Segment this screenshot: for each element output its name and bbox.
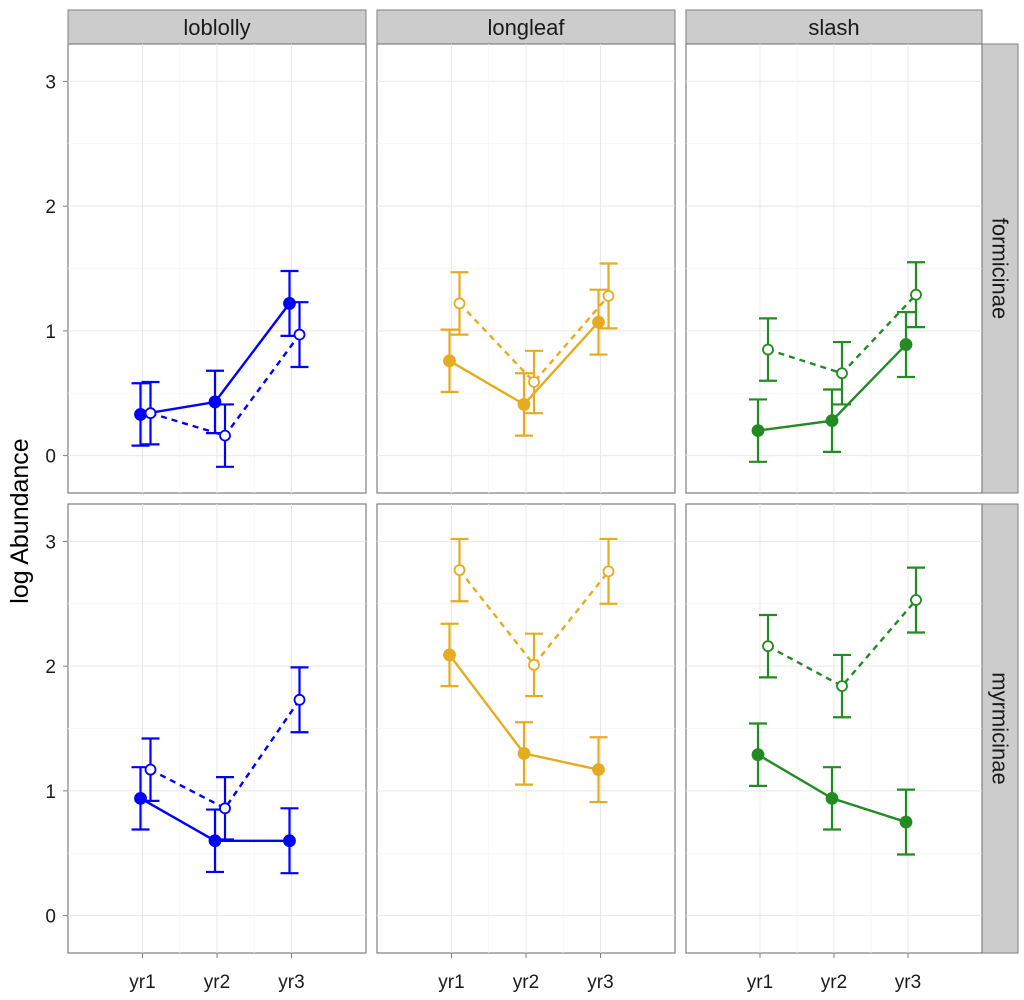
- data-point-filled: [208, 834, 222, 848]
- data-point-filled: [825, 414, 839, 428]
- x-tick-label: yr3: [895, 972, 921, 993]
- data-point-filled: [899, 338, 913, 351]
- data-point-open: [144, 407, 157, 420]
- x-tick-label: yr2: [513, 972, 539, 993]
- plot-layer: loblolly longleaf slash formicinae myrmicina…: [45, 9, 1019, 993]
- data-point-open: [528, 658, 540, 671]
- data-point-filled: [283, 297, 296, 310]
- data-point-filled: [592, 763, 605, 777]
- data-point-open: [602, 290, 615, 302]
- data-point-filled: [443, 648, 456, 662]
- series-line-loblolly-myrmicinae-open: [149, 699, 301, 810]
- data-point-open: [453, 564, 466, 577]
- data-point-open: [910, 288, 922, 301]
- data-point-open: [762, 343, 774, 356]
- data-point-open: [836, 367, 848, 380]
- y-tick-label: 3: [45, 532, 56, 553]
- strip-myrmicinae: [981, 503, 1019, 954]
- data-point-open: [762, 640, 774, 653]
- y-tick-label: 0: [45, 907, 56, 928]
- data-point-open: [219, 802, 231, 815]
- data-point-filled: [134, 791, 147, 805]
- data-point-open: [293, 328, 306, 341]
- y-tick-label: 0: [45, 447, 56, 468]
- x-tick-label: yr2: [204, 972, 230, 993]
- data-point-filled: [825, 791, 839, 805]
- x-tick-label: yr3: [278, 972, 304, 993]
- x-tick-label: yr1: [747, 972, 773, 993]
- x-tick-label: yr3: [587, 972, 613, 993]
- strip-longleaf: [376, 9, 676, 45]
- data-point-open: [602, 565, 615, 578]
- strip-formicinae: [981, 43, 1019, 494]
- data-point-open: [836, 680, 848, 692]
- strip-label-myrmicinae: myrmicinae: [988, 672, 1013, 784]
- strip-label-formicinae: formicinae: [988, 218, 1013, 319]
- data-point-filled: [134, 408, 147, 421]
- strip-loblolly: [67, 9, 367, 45]
- data-point-filled: [283, 834, 296, 848]
- strip-label-slash: slash: [808, 15, 859, 40]
- x-tick-label: yr1: [438, 972, 464, 993]
- data-point-filled: [443, 354, 456, 368]
- data-point-filled: [751, 424, 765, 438]
- data-point-open: [453, 297, 466, 310]
- y-tick-label: 1: [45, 782, 56, 803]
- strip-label-longleaf: longleaf: [487, 15, 565, 40]
- data-point-open: [528, 376, 540, 388]
- data-point-filled: [517, 747, 531, 760]
- y-tick-label: 2: [45, 197, 56, 218]
- strip-slash: [685, 9, 983, 45]
- data-point-filled: [517, 398, 531, 411]
- y-tick-label: 1: [45, 322, 56, 343]
- y-tick-label: 3: [45, 72, 56, 93]
- series-line-slash-myrmicinae-open: [767, 599, 917, 688]
- data-point-open: [144, 763, 157, 776]
- x-tick-label: yr1: [129, 972, 155, 993]
- data-point-filled: [208, 395, 222, 409]
- data-point-open: [910, 594, 922, 606]
- data-point-filled: [592, 315, 605, 329]
- x-tick-label: yr2: [821, 972, 847, 993]
- y-tick-label: 2: [45, 657, 56, 678]
- series-line-longleaf-formicinae-open: [458, 295, 610, 384]
- data-point-filled: [899, 815, 913, 829]
- data-point-open: [293, 693, 306, 706]
- data-point-open: [219, 429, 231, 442]
- strip-label-loblolly: loblolly: [183, 15, 250, 40]
- series-line-longleaf-myrmicinae-open: [458, 569, 610, 667]
- y-axis-title: log Abundance: [6, 438, 34, 603]
- data-point-filled: [751, 748, 765, 762]
